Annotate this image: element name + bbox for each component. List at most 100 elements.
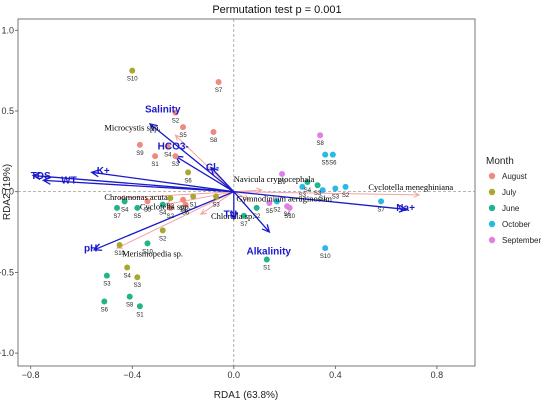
data-point: [172, 109, 179, 116]
point-label: S10: [284, 214, 295, 220]
legend-label: October: [502, 220, 531, 229]
data-point: [159, 227, 166, 234]
x-tick-label: 0.4: [329, 370, 342, 380]
site-points: [101, 67, 385, 310]
point-label: S3: [332, 194, 340, 200]
y-axis-title: RDA2 (19%): [2, 164, 13, 220]
legend-label: August: [502, 172, 528, 181]
legend-swatch: [488, 172, 496, 180]
point-label: S10: [114, 251, 125, 257]
point-label: S9: [136, 151, 144, 157]
point-label: S2: [179, 206, 187, 212]
data-point: [304, 179, 311, 186]
data-point: [210, 128, 217, 135]
species-label: Chlorella sp.: [211, 211, 254, 221]
point-label: S1: [190, 203, 198, 209]
zero-reference-lines: [18, 19, 475, 366]
data-point: [101, 298, 108, 305]
point-label: S9: [278, 180, 286, 186]
data-point: [121, 198, 128, 205]
environment-label: Na+: [396, 203, 415, 214]
environment-label: TN: [224, 210, 237, 221]
point-label: S5: [322, 161, 330, 167]
y-tick-label: 0.0: [1, 187, 14, 197]
environment-arrow: [233, 191, 408, 213]
data-point: [299, 183, 306, 190]
data-point: [116, 241, 123, 248]
point-label: S3: [212, 203, 220, 209]
species-label: Gymnodinium aeruginosum: [236, 193, 332, 203]
data-point: [263, 256, 270, 263]
point-label: S4: [304, 188, 312, 194]
environment-label: Cl-: [206, 163, 219, 174]
data-point: [134, 204, 141, 211]
data-point: [152, 153, 159, 160]
legend-swatch: [488, 236, 496, 244]
data-point: [136, 303, 143, 310]
species-arrow: [233, 191, 421, 198]
data-point: [329, 151, 336, 158]
point-label: S3: [314, 191, 322, 197]
point-label: S2: [273, 207, 281, 213]
point-label: S2: [172, 119, 180, 125]
data-point: [273, 198, 280, 205]
point-label: S2: [167, 214, 175, 220]
environment-arrow: [229, 191, 238, 221]
data-point: [144, 240, 151, 247]
point-label: S1: [319, 196, 327, 202]
legend-title: Month: [486, 156, 514, 167]
point-label: S2: [167, 204, 175, 210]
species-arrow: [233, 191, 251, 201]
point-label: S7: [215, 88, 223, 94]
species-label: Microcystis spp.: [104, 122, 160, 132]
data-point: [159, 201, 166, 208]
point-label: S1: [136, 312, 144, 318]
point-label: S8: [316, 141, 324, 147]
data-point: [182, 201, 189, 208]
data-point: [190, 193, 197, 200]
y-tick-label: 0.5: [1, 106, 14, 116]
environment-label: pH: [84, 243, 97, 254]
data-point: [266, 199, 273, 206]
environment-arrow: [92, 191, 235, 251]
point-label: S3: [299, 193, 307, 199]
point-label: S4: [124, 274, 132, 280]
data-point: [322, 151, 329, 158]
environment-label: WT: [61, 176, 77, 187]
x-tick-label: −0.4: [123, 370, 141, 380]
data-point: [322, 245, 329, 252]
environment-arrow: [148, 122, 235, 193]
y-tick-label: 1.0: [1, 25, 14, 35]
data-point: [319, 187, 326, 194]
point-label: S1: [151, 162, 159, 168]
point-label: S5: [134, 214, 142, 220]
legend-label: July: [502, 188, 516, 197]
legend-label: June: [502, 204, 520, 213]
data-point: [185, 169, 192, 176]
point-label: S4: [159, 211, 167, 217]
chart-title: Permutation test p = 0.001: [212, 4, 341, 16]
data-point: [103, 272, 110, 279]
environment-arrow: [31, 172, 234, 193]
species-arrow: [199, 191, 235, 215]
data-point: [172, 153, 179, 160]
data-point: [126, 293, 133, 300]
data-point: [129, 67, 136, 74]
species-label: Merismopedia sp.: [122, 248, 183, 258]
point-label: S6: [184, 178, 192, 184]
environment-arrow: [90, 169, 234, 193]
data-point: [213, 193, 220, 200]
point-label: S3: [134, 283, 142, 289]
environment-label: Salinity: [145, 105, 181, 116]
point-label: S7: [377, 207, 385, 213]
environment-label: HCO3-: [158, 142, 189, 153]
environment-arrows: [31, 122, 408, 251]
x-axis-title: RDA1 (63.8%): [214, 390, 278, 401]
data-point: [314, 182, 321, 189]
data-point: [279, 170, 286, 177]
point-label: S5: [179, 133, 187, 139]
data-point: [215, 78, 222, 85]
point-label: S6: [329, 161, 337, 167]
environment-arrow: [209, 166, 235, 193]
legend: Month August July June October September: [486, 156, 541, 245]
